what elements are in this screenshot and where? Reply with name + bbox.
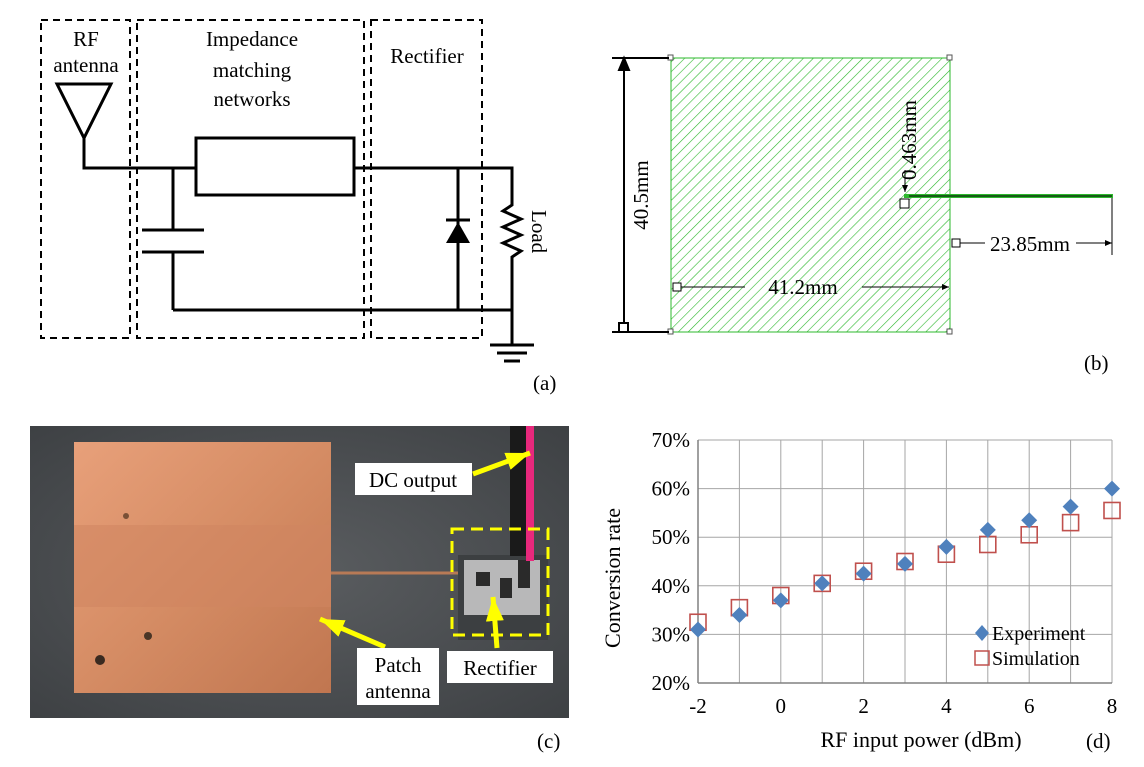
- panel-b-geometry: 40.5mm 41.2mm 23.85mm 0.463mm (b): [612, 54, 1113, 375]
- block-rf-label: RF: [73, 27, 99, 51]
- load-resistor: [499, 195, 525, 345]
- legend-marker-experiment: [975, 625, 989, 641]
- experiment-point: [979, 521, 996, 538]
- x-tick-labels: -2 0 2 4 6 8: [689, 694, 1117, 718]
- simulation-point: [1061, 513, 1080, 532]
- panel-d-chart: 20% 30% 40% 50% 60% 70% -2 0 2 4 6 8 Conversion ra…: [600, 428, 1121, 753]
- y-tick-label: 40%: [652, 574, 691, 598]
- transmission-line-block: [194, 136, 356, 197]
- dim-height-label: 40.5mm: [629, 160, 653, 229]
- dim-width-label: 41.2mm: [768, 275, 837, 299]
- rectifier-box: [447, 651, 553, 683]
- circuit-wires: [54, 82, 534, 363]
- dim-feed-width-label: 0.463mm: [897, 100, 921, 180]
- experiment-point: [731, 606, 748, 623]
- block-matching-label-3: networks: [214, 87, 291, 111]
- y-tick-label: 20%: [652, 671, 691, 695]
- annotation-arrows: [319, 450, 531, 650]
- panel-c-label: (c): [537, 729, 560, 753]
- block-matching-label: Impedance: [206, 27, 298, 51]
- experiment-point: [1021, 512, 1038, 529]
- y-tick-label: 70%: [652, 428, 691, 452]
- experiment-point: [1104, 480, 1120, 497]
- experiment-point: [814, 575, 831, 592]
- x-axis-label: RF input power (dBm): [820, 727, 1021, 752]
- x-tick-label: -2: [689, 694, 707, 718]
- y-axis-label: Conversion rate: [600, 508, 625, 648]
- x-tick-label: 6: [1024, 694, 1035, 718]
- panel-b-label: (b): [1084, 351, 1109, 375]
- chart-grid: [697, 439, 1113, 684]
- panel-d-label: (d): [1086, 729, 1111, 753]
- x-tick-label: 8: [1107, 694, 1118, 718]
- rectifier-highlight-box: [450, 527, 550, 637]
- patch-area: [670, 57, 951, 333]
- diode-symbol: [446, 218, 470, 243]
- dim-feed-length-label: 23.85mm: [990, 232, 1070, 256]
- block-rectifier-label: Rectifier: [390, 44, 463, 68]
- antenna-symbol: [54, 82, 114, 142]
- legend-simulation-label: Simulation: [992, 648, 1080, 670]
- panel-a-circuit: RF antenna Impedance matching networks R…: [40, 19, 556, 395]
- x-tick-label: 2: [858, 694, 869, 718]
- y-tick-label: 50%: [652, 525, 691, 549]
- cable-pink: [526, 426, 534, 561]
- y-tick-labels: 20% 30% 40% 50% 60% 70%: [652, 428, 691, 695]
- dc-output-box: [355, 463, 472, 495]
- feed-width-dimension: [902, 170, 1112, 197]
- feed-length-dimension: [960, 198, 1113, 255]
- experiment-point: [690, 621, 706, 638]
- antenna-label: antenna: [365, 679, 431, 703]
- simulation-point: [1103, 501, 1121, 520]
- rectifier-label: Rectifier: [463, 656, 536, 680]
- legend-marker-simulation: [974, 650, 990, 666]
- legend-experiment-label: Experiment: [992, 623, 1086, 645]
- block-matching-label-2: matching: [213, 58, 292, 82]
- patch-antenna-box: [357, 648, 439, 705]
- block-boxes: [40, 19, 483, 339]
- chart-legend: Experiment Simulation: [974, 623, 1086, 670]
- y-tick-label: 30%: [652, 622, 691, 646]
- x-tick-label: 0: [776, 694, 787, 718]
- experiment-point: [938, 538, 955, 555]
- x-tick-label: 4: [941, 694, 952, 718]
- panel-c-photo: DC output Patch antenna Rectifier (c): [30, 426, 569, 753]
- block-rf-label-2: antenna: [53, 53, 119, 77]
- load-label: Load: [527, 210, 551, 254]
- experiment-point: [897, 555, 913, 572]
- experiment-point: [1062, 498, 1079, 515]
- experiment-point: [772, 592, 789, 609]
- chart-points: [689, 480, 1121, 638]
- y-tick-label: 60%: [652, 477, 691, 501]
- patch-label: Patch: [375, 653, 422, 677]
- dc-output-label: DC output: [369, 468, 457, 492]
- experiment-point: [855, 565, 872, 582]
- panel-a-label: (a): [533, 371, 556, 395]
